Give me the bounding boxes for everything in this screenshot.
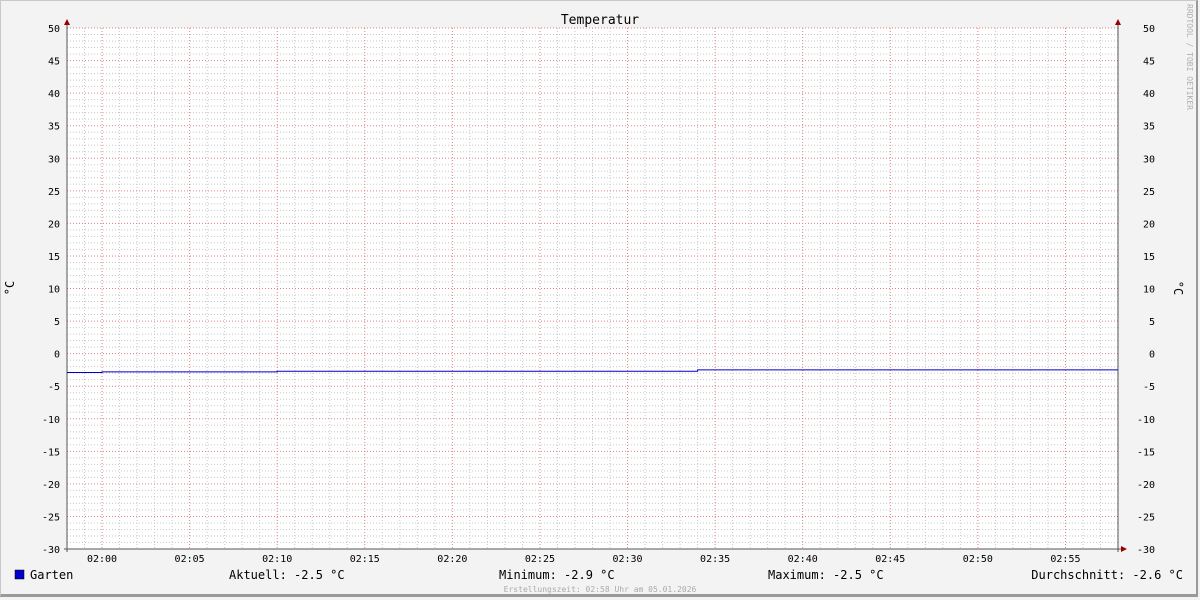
x-axis-arrow-icon bbox=[1121, 546, 1127, 552]
y-axis-arrow-icon bbox=[64, 19, 70, 25]
y-tick-label: 45 bbox=[48, 57, 60, 68]
series-line-garten bbox=[67, 369, 1118, 374]
y-tick-label: 35 bbox=[48, 122, 60, 133]
legend-current: Aktuell: -2.5 °C bbox=[229, 568, 345, 582]
y-tick-label-right: -25 bbox=[1137, 512, 1155, 523]
series-layer bbox=[67, 369, 1118, 374]
y-tick-label: -30 bbox=[42, 545, 60, 556]
x-tick-label: 02:20 bbox=[437, 554, 467, 565]
y-tick-label: -25 bbox=[42, 512, 60, 523]
x-tick-label: 02:55 bbox=[1050, 554, 1080, 565]
y-tick-label: -10 bbox=[42, 415, 60, 426]
x-tick-label: 02:00 bbox=[87, 554, 117, 565]
y-tick-label-right: 0 bbox=[1149, 350, 1155, 361]
y-tick-label: -20 bbox=[42, 480, 60, 491]
y-tick-label: 20 bbox=[48, 219, 60, 230]
y-tick-label-right: 40 bbox=[1143, 89, 1155, 100]
y-tick-label-right: 35 bbox=[1143, 122, 1155, 133]
y-tick-label-right: 50 bbox=[1143, 24, 1155, 35]
footer-timestamp: Erstellungszeit: 02:58 Uhr am 05.01.2026 bbox=[504, 585, 697, 594]
y-tick-label: 25 bbox=[48, 187, 60, 198]
y-tick-label-right: 30 bbox=[1143, 154, 1155, 165]
y-tick-label-right: 15 bbox=[1143, 252, 1155, 263]
y-tick-label-right: -5 bbox=[1143, 382, 1155, 393]
y-tick-label: 5 bbox=[54, 317, 60, 328]
y-tick-label-right: 5 bbox=[1149, 317, 1155, 328]
x-tick-label: 02:15 bbox=[350, 554, 380, 565]
legend-maximum: Maximum: -2.5 °C bbox=[768, 568, 884, 582]
y-tick-label-right: 45 bbox=[1143, 57, 1155, 68]
y-tick-label: -5 bbox=[48, 382, 60, 393]
y-tick-label-right: -30 bbox=[1137, 545, 1155, 556]
x-tick-label: 02:10 bbox=[262, 554, 292, 565]
legend-swatch bbox=[14, 569, 25, 580]
y-tick-label: 15 bbox=[48, 252, 60, 263]
y-tick-label: -15 bbox=[42, 447, 60, 458]
y-tick-label-right: -15 bbox=[1137, 447, 1155, 458]
y-tick-label-right: 10 bbox=[1143, 285, 1155, 296]
x-tick-label: 02:45 bbox=[875, 554, 905, 565]
x-tick-label: 02:25 bbox=[525, 554, 555, 565]
y-axis-label-right: °C bbox=[1171, 281, 1185, 295]
legend-average: Durchschnitt: -2.6 °C bbox=[1031, 568, 1183, 582]
legend-minimum: Minimum: -2.9 °C bbox=[499, 568, 615, 582]
x-tick-label: 02:05 bbox=[175, 554, 205, 565]
y-tick-label: 10 bbox=[48, 285, 60, 296]
legend-label: Garten bbox=[30, 568, 73, 582]
y-tick-label: 30 bbox=[48, 154, 60, 165]
y-tick-label: 50 bbox=[48, 24, 60, 35]
y-tick-label-right: 25 bbox=[1143, 187, 1155, 198]
y-tick-label: 0 bbox=[54, 350, 60, 361]
y-tick-label: 40 bbox=[48, 89, 60, 100]
chart-title: Temperatur bbox=[561, 13, 639, 28]
x-tick-label: 02:50 bbox=[963, 554, 993, 565]
x-tick-label: 02:40 bbox=[788, 554, 818, 565]
y-tick-label-right: -10 bbox=[1137, 415, 1155, 426]
axes bbox=[64, 19, 1127, 552]
y-axis-right-arrow-icon bbox=[1115, 19, 1121, 25]
y-axis-label: °C bbox=[3, 281, 17, 295]
watermark: RRDTOOL / TOBI OETIKER bbox=[1185, 4, 1194, 110]
x-tick-label: 02:35 bbox=[700, 554, 730, 565]
y-tick-label-right: -20 bbox=[1137, 480, 1155, 491]
x-tick-label: 02:30 bbox=[612, 554, 642, 565]
grid bbox=[66, 27, 1119, 550]
y-tick-label-right: 20 bbox=[1143, 219, 1155, 230]
